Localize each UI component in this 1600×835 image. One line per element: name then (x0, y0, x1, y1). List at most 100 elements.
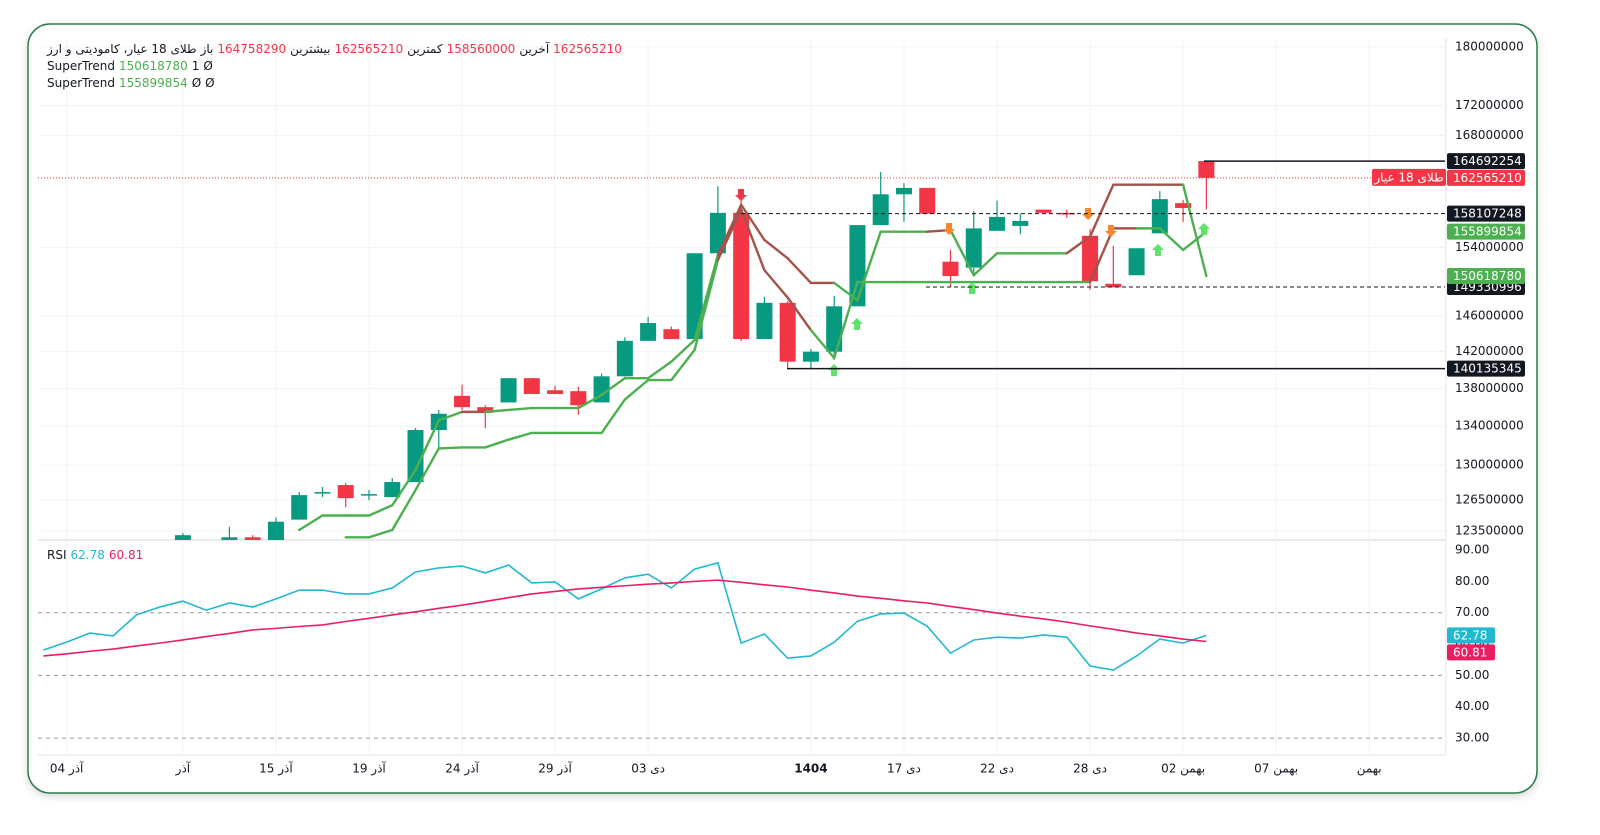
rsi-box (1447, 627, 1495, 644)
supertrend-segment (739, 208, 766, 272)
legend-value: 60.81 (108, 548, 144, 562)
y-tick-label: 142000000 (1455, 344, 1524, 358)
candle-body (616, 340, 633, 377)
y-tick-label: 80.00 (1455, 574, 1489, 588)
y-tick-label: 154000000 (1455, 240, 1524, 254)
candle-body (849, 225, 866, 307)
y-tick-label: 130000000 (1455, 458, 1524, 472)
x-tick-label: 17 دی (887, 762, 921, 776)
candle-body (1035, 209, 1052, 213)
rsi-box-label: 62.78 (1453, 628, 1487, 642)
candle-body (663, 329, 680, 340)
candle-body (802, 351, 819, 362)
supertrend-segment (693, 253, 720, 342)
rsi-line (43, 579, 1207, 657)
candle-body (826, 306, 843, 352)
supertrend-segment (972, 252, 999, 277)
supertrend-segment (414, 419, 440, 472)
header-legend: طلای 18 عیار، کامودیتی و ارز باز 16475829… (47, 41, 622, 57)
candle-body (360, 494, 377, 496)
candle-body (244, 537, 261, 540)
y-tick-label: 180000000 (1455, 39, 1524, 53)
supertrend-segment (809, 328, 836, 360)
card (27, 23, 1538, 794)
x-tick-label: 29 آذر (538, 761, 572, 777)
signal-arrow (966, 282, 978, 294)
y-tick-label: 50.00 (1455, 668, 1489, 682)
x-tick-label: 1404 (794, 762, 827, 776)
candle-body (407, 430, 424, 483)
y-tick-label: 168000000 (1455, 128, 1524, 142)
supertrend-box (1447, 223, 1525, 240)
legend-name: RSI (47, 548, 67, 562)
price-tag-label: طلای 18 عیار (1373, 170, 1443, 185)
x-tick-label: 04 آذر (50, 761, 84, 777)
price-box-label: 162565210 (1453, 171, 1522, 185)
stat-value: 164758290 (217, 42, 287, 56)
candle-body (779, 302, 796, 362)
price-pane (38, 38, 1445, 540)
price-box (1447, 169, 1525, 186)
supertrend-segment (693, 258, 720, 352)
symbol-title: طلای 18 عیار، کامودیتی و ارز (47, 42, 197, 56)
price-box-label: 158107248 (1453, 207, 1522, 221)
candle-body (1105, 283, 1122, 288)
stat-label: آخرین (519, 42, 550, 56)
y-tick-label: 172000000 (1455, 98, 1524, 112)
candle-body (291, 495, 308, 520)
candle-body (221, 537, 238, 540)
legend-param: 1 (191, 59, 200, 73)
rsi-pane (38, 540, 1445, 755)
legend-name: SuperTrend (47, 76, 115, 90)
x-tick-label: 22 دی (980, 762, 1014, 776)
x-tick-label: 03 دی (631, 762, 665, 776)
supertrend-segment (763, 268, 789, 299)
x-tick-label: 19 آذر (352, 761, 386, 777)
supertrend-box-label: 150618780 (1453, 269, 1522, 283)
legend-param: Ø (205, 76, 215, 90)
legend-value: 150618780 (119, 59, 188, 73)
price-box (1447, 360, 1525, 377)
x-tick-label: 07 بهمن (1254, 762, 1298, 777)
supertrend-segment (437, 410, 464, 422)
candle-body (454, 395, 471, 408)
y-tick-label: 123500000 (1455, 524, 1524, 538)
rsi-legend: RSI 62.78 60.81 (47, 547, 143, 563)
price-box (1447, 205, 1525, 222)
signal-arrow (943, 223, 955, 235)
supertrend-segment (391, 488, 417, 532)
supertrend-box (1447, 267, 1525, 284)
price-box-label: 140135345 (1453, 362, 1522, 376)
supertrend-segment (414, 447, 440, 492)
candle-body (709, 212, 726, 254)
x-tick-label: 15 آذر (259, 761, 293, 777)
y-tick-label: 146000000 (1455, 308, 1524, 322)
signal-arrow (851, 318, 863, 330)
supertrend-segment (391, 468, 417, 507)
y-tick-label: 30.00 (1455, 731, 1489, 745)
supertrend-segment (298, 514, 324, 532)
supertrend-segment (507, 431, 534, 441)
legend-value: 62.78 (70, 548, 105, 562)
candle-body (314, 492, 331, 494)
supertrend-segment (786, 296, 813, 332)
x-tick-label: 02 بهمن (1161, 762, 1205, 777)
supertrend-segment (507, 406, 534, 412)
supertrend-segment (1158, 227, 1185, 252)
supertrend-segment (1181, 183, 1208, 278)
legend-value: 155899854 (119, 76, 188, 90)
axes: 04 آذر آذر 15 آذر 19 آذر 24 آذر 29 آذر 03 دی 14… (50, 39, 1525, 777)
candle-body (919, 187, 936, 214)
candle-body (523, 378, 540, 394)
candle-body (1082, 235, 1099, 282)
supertrend-segment (437, 446, 464, 450)
supertrend-segment (623, 378, 650, 401)
candle-body (500, 378, 517, 403)
supertrend-segment (832, 280, 859, 360)
legend-param: Ø (191, 76, 202, 90)
supertrend-segment (484, 408, 510, 414)
candle-body (942, 261, 959, 277)
price-box (1447, 153, 1525, 170)
candle-body (337, 485, 354, 499)
